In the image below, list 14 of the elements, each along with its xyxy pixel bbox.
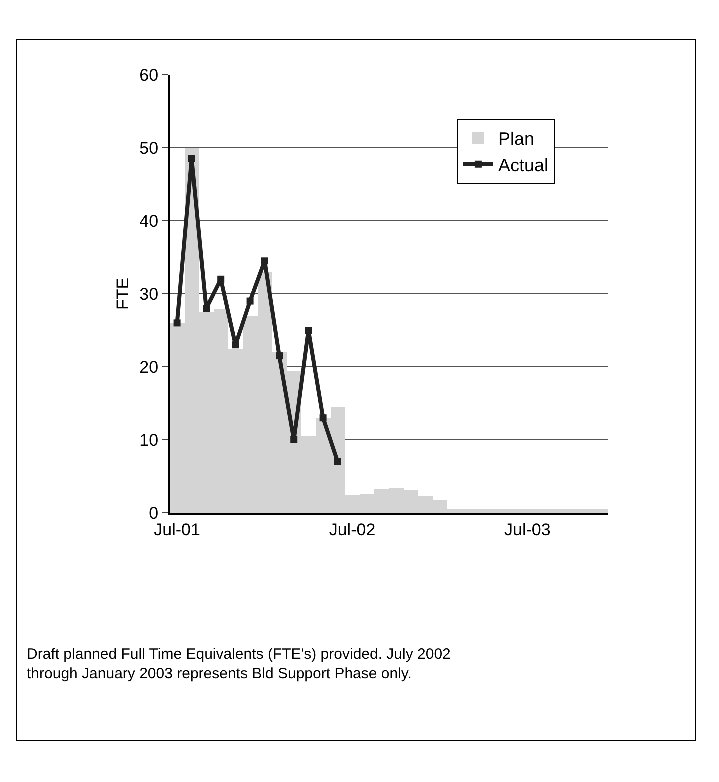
y-tick-label: 20 (140, 358, 159, 377)
y-tick-label: 10 (140, 430, 159, 450)
x-tick-label: Jul-02 (329, 520, 376, 540)
x-tick-label: Jul-01 (154, 520, 200, 540)
y-axis-title: FTE (114, 278, 133, 310)
y-tick-label: 60 (140, 66, 159, 85)
legend-label: Plan (498, 129, 534, 150)
text: Draft planned Full Time Equivalents (FTE's) provided. July 2002 through January 2003 represents Bld Support Phase only. (27, 646, 451, 682)
legend-label: Actual (498, 155, 548, 176)
y-tick-label: 0 (149, 504, 159, 523)
y-tick-label: 30 (140, 284, 159, 304)
y-tick-label: 50 (140, 138, 159, 158)
y-tick-label: 40 (140, 212, 159, 231)
x-tick-label: Jul-03 (504, 520, 551, 540)
